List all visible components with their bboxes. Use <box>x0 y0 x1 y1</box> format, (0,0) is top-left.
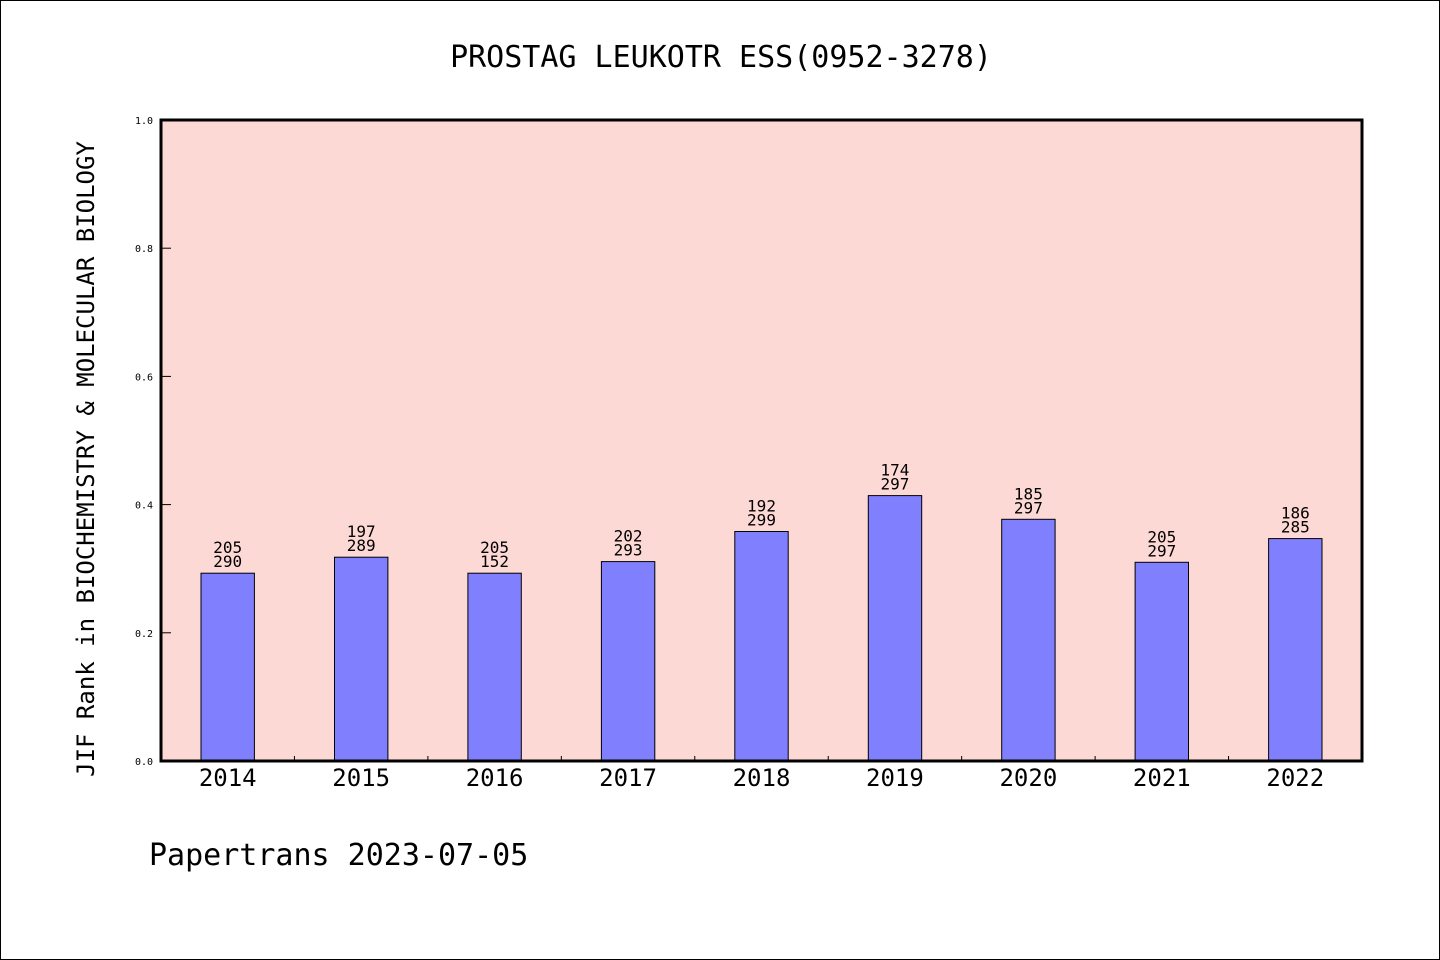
x-tick-label: 2019 <box>866 764 924 792</box>
bar-label-rank: 205 <box>213 538 242 557</box>
bar-label-total: 297 <box>1147 541 1176 560</box>
chart-title: PROSTAG LEUKOTR ESS(0952-3278) <box>450 40 992 75</box>
bar-2019 <box>867 495 923 762</box>
bar-label-total: 297 <box>880 475 909 494</box>
bar-label-total: 290 <box>213 552 242 571</box>
x-tick-label: 2020 <box>999 764 1057 792</box>
bar-label-total: 299 <box>747 511 776 530</box>
bar-2016 <box>467 572 522 762</box>
y-axis-label: JIF Rank in BIOCHEMISTRY & MOLECULAR BIO… <box>72 141 100 777</box>
bar-label-total: 152 <box>480 552 509 571</box>
y-tick-label: 0.2 <box>135 629 153 640</box>
plot-frame <box>159 118 1364 763</box>
bar-2018 <box>734 531 789 762</box>
bars-group <box>200 495 1323 762</box>
bar-label-rank: 185 <box>1014 484 1043 503</box>
x-tick-label: 2017 <box>599 764 657 792</box>
y-tick-label: 1.0 <box>135 116 153 127</box>
bar-label-rank: 205 <box>1147 527 1176 546</box>
bar-2021 <box>1134 561 1189 762</box>
y-tick-label: 0.0 <box>135 757 153 768</box>
footer-text: Papertrans 2023-07-05 <box>149 838 528 873</box>
bar-label-rank: 174 <box>880 461 909 480</box>
bar-2017 <box>600 561 656 762</box>
bar-2020 <box>1001 518 1056 762</box>
y-tick-label: 0.8 <box>135 244 153 255</box>
x-tick-label: 2015 <box>332 764 390 792</box>
bar-label-total: 297 <box>1014 498 1043 517</box>
bar-label-total: 285 <box>1281 518 1310 537</box>
bar-2015 <box>334 556 389 762</box>
bar-label-total: 289 <box>347 536 376 555</box>
x-tick-label: 2022 <box>1266 764 1324 792</box>
bar-label-rank: 192 <box>747 497 776 516</box>
x-axis: 2014 2015 2016 2017 2018 2019 2020 2021 2022 <box>199 756 1324 792</box>
bar-label-rank: 205 <box>480 538 509 557</box>
y-axis: 0.0 0.2 0.4 0.6 0.8 1.0 <box>135 116 171 768</box>
x-tick-label: 2021 <box>1133 764 1191 792</box>
y-tick-label: 0.6 <box>135 372 153 383</box>
x-tick-label: 2016 <box>466 764 524 792</box>
bar-label-rank: 202 <box>614 527 643 546</box>
bar-label-rank: 197 <box>347 522 376 541</box>
bar-label-total: 293 <box>614 541 643 560</box>
x-tick-label: 2018 <box>733 764 791 792</box>
bar-2022 <box>1268 538 1323 762</box>
y-tick-label: 0.4 <box>135 501 153 512</box>
bar-2014 <box>200 572 255 762</box>
x-tick-label: 2014 <box>199 764 257 792</box>
bar-label-rank: 186 <box>1281 504 1310 523</box>
